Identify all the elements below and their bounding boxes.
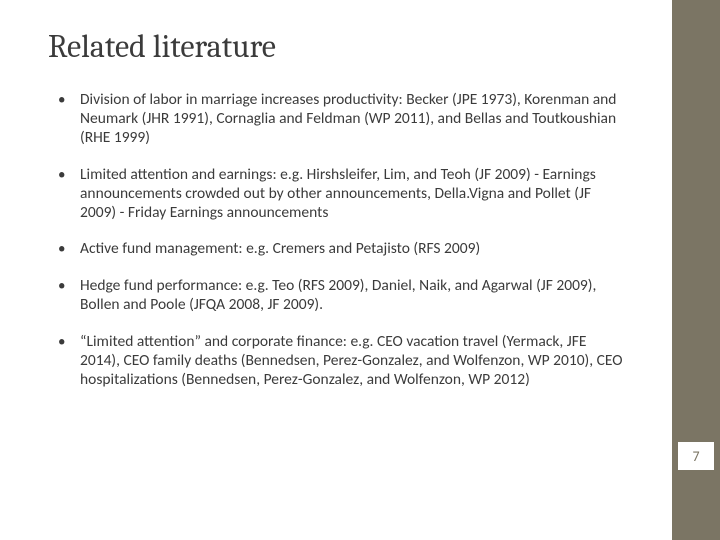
bullet-item: “Limited attention” and corporate financ… [54, 333, 628, 390]
bullet-item: Active fund management: e.g. Cremers and… [54, 240, 628, 259]
bullet-item: Division of labor in marriage increases … [54, 91, 628, 148]
bullet-list: Division of labor in marriage increases … [48, 91, 628, 390]
slide-content: Related literature Division of labor in … [48, 28, 628, 390]
bullet-item: Limited attention and earnings: e.g. Hir… [54, 166, 628, 223]
page-number: 7 [692, 448, 699, 465]
slide: 7 Related literature Division of labor i… [0, 0, 720, 540]
slide-title: Related literature [48, 28, 628, 65]
sidebar-accent: 7 [672, 0, 720, 540]
page-number-box: 7 [678, 442, 714, 470]
bullet-item: Hedge fund performance: e.g. Teo (RFS 20… [54, 277, 628, 315]
